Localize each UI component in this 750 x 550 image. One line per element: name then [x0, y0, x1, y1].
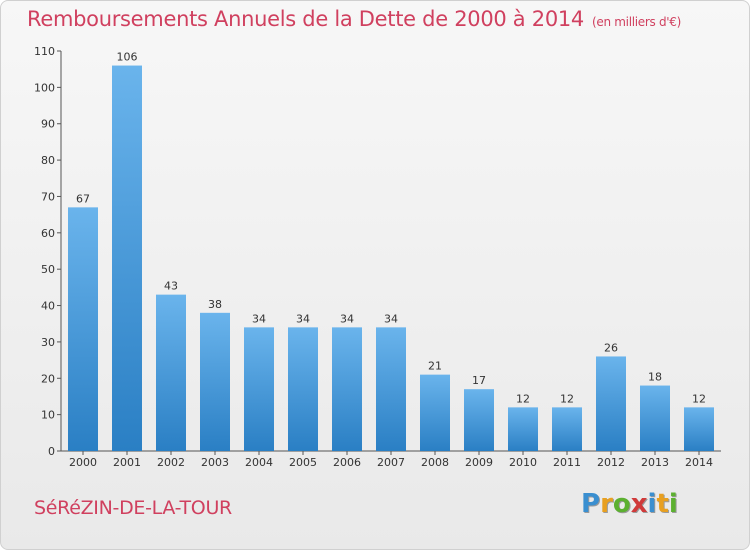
data-label-2000: 67 [76, 192, 90, 205]
y-tick-label: 30 [41, 336, 55, 349]
data-label-2009: 17 [472, 374, 486, 387]
y-tick-label: 0 [48, 445, 55, 458]
y-tick-label: 20 [41, 372, 55, 385]
x-tick-label-2012: 2012 [597, 456, 625, 469]
x-tick-label-2011: 2011 [553, 456, 581, 469]
bar-2000 [68, 207, 98, 451]
data-label-2013: 18 [648, 371, 662, 384]
logo-letter: r [600, 489, 613, 519]
logo-letter: P [581, 489, 601, 519]
y-tick-label: 90 [41, 118, 55, 131]
x-tick-label-2003: 2003 [201, 456, 229, 469]
data-label-2003: 38 [208, 298, 222, 311]
logo-letter: i [647, 489, 657, 519]
x-tick-label-2005: 2005 [289, 456, 317, 469]
x-tick-label-2008: 2008 [421, 456, 449, 469]
data-label-2010: 12 [516, 392, 530, 405]
y-tick-label: 70 [41, 190, 55, 203]
data-label-2005: 34 [296, 312, 310, 325]
bars [68, 65, 714, 451]
bar-2001 [112, 65, 142, 451]
commune-name: SéRéZIN-DE-LA-TOUR [34, 497, 232, 519]
x-tick-label-2004: 2004 [245, 456, 273, 469]
proxiti-logo: Proxiti [581, 489, 678, 519]
data-label-2002: 43 [164, 280, 178, 293]
x-tick-label-2014: 2014 [685, 456, 713, 469]
data-label-2001: 106 [117, 51, 138, 64]
logo-letter: x [630, 489, 648, 519]
x-tick-label-2007: 2007 [377, 456, 405, 469]
bar-2005 [288, 327, 318, 451]
x-tick-label-2000: 2000 [69, 456, 97, 469]
bar-2011 [552, 407, 582, 451]
x-tick-label-2006: 2006 [333, 456, 361, 469]
data-label-2006: 34 [340, 312, 354, 325]
y-tick-label: 100 [34, 81, 55, 94]
data-label-2008: 21 [428, 360, 442, 373]
axes: 0 10 20 30 40 50 60 70 80 90 100 110 2000 2001 2002 200… [34, 45, 721, 469]
x-tick-label-2013: 2013 [641, 456, 669, 469]
data-label-2007: 34 [384, 312, 398, 325]
bar-2009 [464, 389, 494, 451]
data-label-2014: 12 [692, 392, 706, 405]
y-tick-label: 80 [41, 154, 55, 167]
x-tick-label-2010: 2010 [509, 456, 537, 469]
y-tick-label: 60 [41, 227, 55, 240]
bar-2010 [508, 407, 538, 451]
chart-title: Remboursements Annuels de la Dette de 20… [27, 7, 682, 31]
bar-2006 [332, 327, 362, 451]
chart-unit: (en milliers d'€) [592, 15, 682, 29]
logo-letter: o [612, 489, 631, 519]
bar-2007 [376, 327, 406, 451]
y-tick-label: 10 [41, 409, 55, 422]
data-labels: 67 106 43 38 34 34 34 34 21 17 12 12 26 18 12 [76, 51, 706, 406]
bar-2012 [596, 356, 626, 451]
x-tick-label-2009: 2009 [465, 456, 493, 469]
x-tick-label-2001: 2001 [113, 456, 141, 469]
bar-2003 [200, 312, 230, 451]
data-label-2011: 12 [560, 392, 574, 405]
data-label-2004: 34 [252, 312, 266, 325]
bar-2002 [156, 294, 186, 451]
x-tick-label-2002: 2002 [157, 456, 185, 469]
y-tick-label: 110 [34, 45, 55, 58]
bar-2014 [684, 407, 714, 451]
bar-2013 [640, 385, 670, 451]
logo-letter: t [656, 489, 669, 519]
logo-letter: i [668, 489, 678, 519]
y-tick-label: 40 [41, 300, 55, 313]
data-label-2012: 26 [604, 341, 618, 354]
bar-2004 [244, 327, 274, 451]
bar-2008 [420, 374, 450, 451]
y-tick-label: 50 [41, 263, 55, 276]
